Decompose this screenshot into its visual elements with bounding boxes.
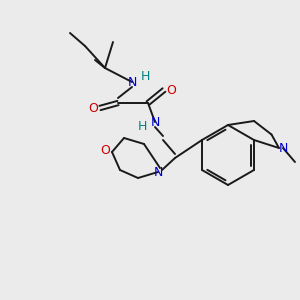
Text: O: O xyxy=(166,83,176,97)
Text: O: O xyxy=(88,101,98,115)
Text: H: H xyxy=(137,121,147,134)
Text: N: N xyxy=(278,142,288,154)
Text: N: N xyxy=(153,166,163,178)
Text: N: N xyxy=(150,116,160,128)
Text: O: O xyxy=(100,143,110,157)
Text: N: N xyxy=(127,76,137,88)
Text: H: H xyxy=(140,70,150,83)
